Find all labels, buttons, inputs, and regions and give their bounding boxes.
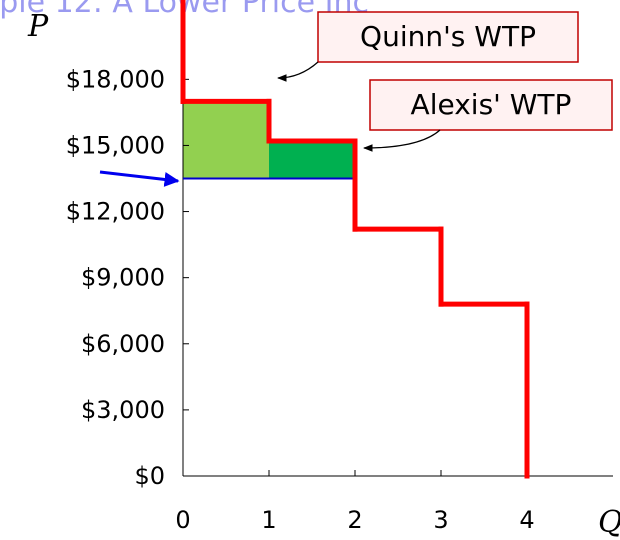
annotation: Quinn's WTP: [360, 20, 536, 53]
y-tick-label: $6,000: [81, 330, 165, 358]
x-tick-label: 2: [347, 506, 362, 534]
x-axis-label: Q: [598, 505, 620, 540]
plot-area: $0 $3,000 $6,000 $9,000 $12,000 $15,000 $18,00…: [66, 0, 613, 534]
x-tick-label: 3: [433, 506, 448, 534]
y-tick-label: $9,000: [81, 264, 165, 292]
x-tick-label: 1: [261, 506, 276, 534]
y-axis-label: P: [27, 9, 49, 44]
consumer-surplus: [269, 141, 355, 179]
y-tick-label: $0: [134, 462, 165, 490]
consumer-surplus: [183, 101, 269, 179]
y-tick-label: $12,000: [66, 198, 165, 226]
annotation-box: [369, 79, 613, 131]
x-tick-label: 0: [175, 506, 190, 534]
annotation-arrow: [277, 61, 319, 82]
annotation: Alexis' WTP: [411, 88, 572, 121]
annotation-arrow: [363, 129, 441, 152]
y-tick-label: $15,000: [66, 131, 165, 159]
price-pointer: [99, 170, 180, 187]
x-tick-label: 4: [519, 506, 534, 534]
y-tick-label: $3,000: [81, 396, 165, 424]
y-tick-label: $18,000: [66, 65, 165, 93]
annotation-box: [317, 11, 579, 63]
